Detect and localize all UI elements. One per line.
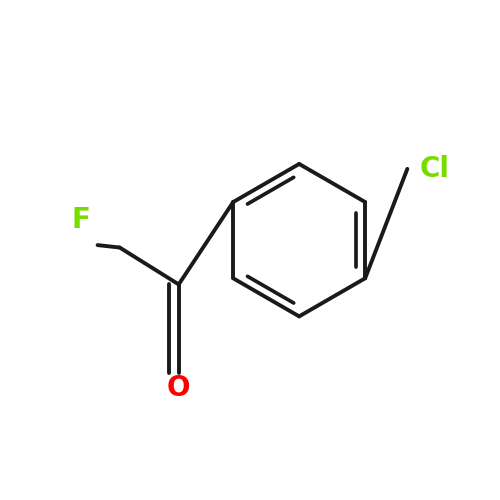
Text: O: O (167, 374, 190, 402)
Text: F: F (72, 206, 90, 234)
Text: Cl: Cl (420, 155, 450, 183)
